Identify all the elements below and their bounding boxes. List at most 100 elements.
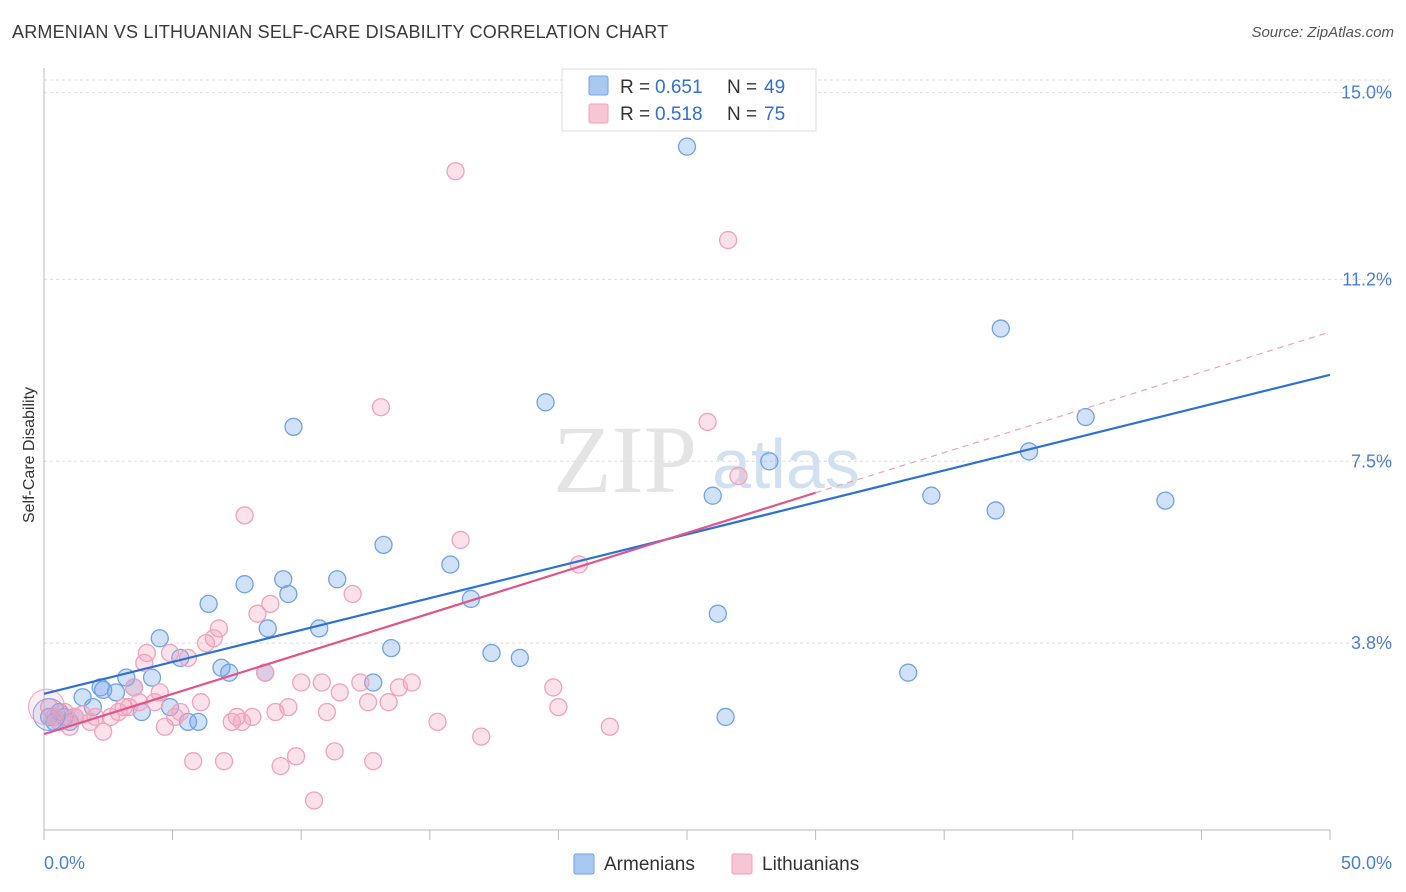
legend-r-value-lithuanians: 0.518 [655, 104, 703, 125]
point-armenians [986, 501, 1005, 520]
point-lithuanians [261, 594, 280, 614]
point-lithuanians [343, 584, 362, 604]
point-lithuanians [279, 697, 298, 717]
point-armenians [199, 594, 218, 614]
point-lithuanians [292, 673, 311, 692]
y-tick-labels: 3.8% 7.5% 11.2% 15.0% [1341, 83, 1392, 654]
trend-line-extension-lithuanians [815, 331, 1331, 494]
legend-n-label-lithuanians: N = [727, 104, 757, 125]
point-lithuanians [227, 707, 247, 727]
bottom-legend: Armenians Lithuanians [573, 853, 859, 875]
point-lithuanians [472, 727, 491, 746]
point-armenians [258, 619, 277, 638]
point-lithuanians [232, 712, 252, 731]
point-lithuanians [729, 466, 748, 486]
point-lithuanians [330, 683, 349, 702]
point-lithuanians [428, 712, 447, 731]
point-lithuanians [451, 530, 470, 550]
point-armenians [677, 137, 697, 156]
point-armenians [32, 697, 66, 731]
point-armenians [922, 486, 941, 505]
point-armenians [382, 638, 401, 658]
x-tick-label-max: 50.0% [1341, 853, 1392, 873]
top-legend: R = 0.651 N = 49 R = 0.518 N = 75 [561, 68, 817, 132]
legend-r-label-lithuanians: R = [620, 104, 650, 125]
point-lithuanians [544, 678, 563, 697]
chart-title: ARMENIAN VS LITHUANIAN SELF-CARE DISABIL… [12, 22, 669, 42]
point-armenians [1076, 407, 1095, 427]
point-lithuanians [600, 717, 619, 736]
point-armenians [142, 668, 162, 687]
point-lithuanians [171, 702, 190, 722]
x-tick-label-min: 0.0% [44, 853, 85, 873]
point-armenians [235, 575, 254, 594]
point-armenians [150, 629, 169, 648]
trend-line-armenians [43, 373, 1331, 695]
legend-n-label-armenians: N = [727, 77, 757, 98]
y-tick-label: 11.2% [1342, 269, 1392, 289]
watermark-atlas: atlas [712, 425, 860, 503]
point-lithuanians [214, 752, 234, 771]
point-armenians [703, 486, 722, 505]
point-armenians [189, 712, 208, 731]
point-lithuanians [28, 688, 66, 726]
point-lithuanians [248, 604, 267, 623]
point-armenians [364, 673, 383, 692]
point-lithuanians [184, 752, 203, 771]
point-armenians [441, 555, 460, 574]
point-armenians [708, 604, 728, 623]
bottom-legend-label-lithuanians: Lithuanians [762, 854, 859, 875]
point-lithuanians [204, 629, 223, 648]
legend-r-value-armenians: 0.651 [655, 77, 703, 98]
point-lithuanians [191, 693, 211, 712]
point-armenians [482, 643, 501, 663]
bottom-legend-swatch-lithuanians [731, 853, 753, 875]
point-lithuanians [222, 712, 241, 731]
point-lithuanians [109, 702, 128, 722]
point-lithuanians [271, 756, 290, 776]
point-lithuanians [379, 693, 398, 712]
y-tick-label: 7.5% [1351, 451, 1392, 471]
point-lithuanians [364, 752, 383, 771]
point-lithuanians [351, 673, 370, 692]
point-armenians [328, 570, 347, 589]
point-lithuanians [698, 412, 717, 432]
grid-lines [44, 79, 1392, 644]
y-tick-label: 15.0% [1341, 83, 1392, 103]
point-lithuanians [719, 230, 738, 250]
point-lithuanians [286, 747, 306, 766]
source-label: Source: ZipAtlas.com [1251, 24, 1394, 41]
point-lithuanians [446, 162, 465, 181]
point-lithuanians [317, 702, 337, 722]
point-armenians [374, 535, 393, 555]
y-tick-label: 3.8% [1351, 633, 1392, 653]
point-lithuanians [402, 673, 421, 692]
legend-r-label-armenians: R = [620, 77, 650, 98]
point-armenians [279, 584, 298, 604]
point-lithuanians [371, 398, 391, 417]
point-lithuanians [235, 506, 254, 525]
point-armenians [284, 417, 303, 437]
point-armenians [716, 707, 735, 727]
point-armenians [106, 683, 126, 702]
point-lithuanians [160, 643, 180, 663]
watermark-zip: ZIP [553, 406, 697, 513]
x-axis-ticks [43, 830, 1331, 840]
trend-lines [43, 331, 1331, 736]
point-lithuanians [243, 707, 262, 727]
point-lithuanians [312, 673, 331, 692]
point-lithuanians [549, 697, 568, 717]
point-lithuanians [137, 643, 157, 663]
legend-swatch-lithuanians [588, 103, 609, 124]
legend-swatch-armenians [588, 75, 609, 96]
point-lithuanians [166, 707, 185, 727]
legend-n-value-armenians: 49 [764, 77, 785, 98]
bottom-legend-label-armenians: Armenians [604, 854, 695, 875]
trend-line-lithuanians [43, 491, 816, 736]
point-lithuanians [209, 619, 229, 638]
point-lithuanians [358, 693, 378, 712]
point-armenians [310, 619, 329, 638]
point-armenians [760, 452, 779, 471]
point-armenians [899, 663, 918, 682]
